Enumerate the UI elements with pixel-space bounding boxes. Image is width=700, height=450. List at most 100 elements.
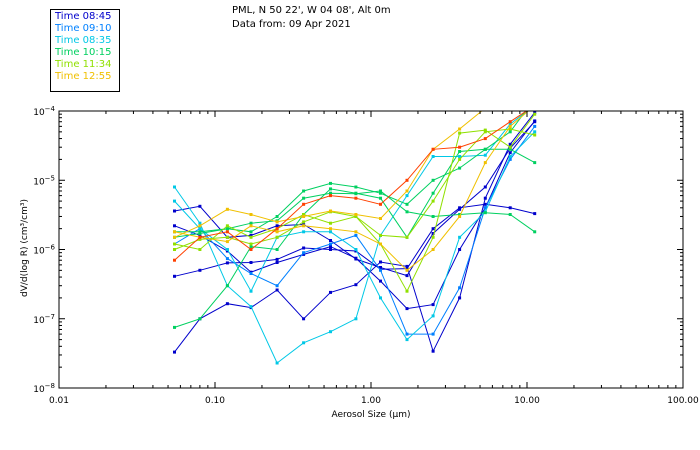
data-point <box>431 215 435 218</box>
y-tick-label: 10−7 <box>33 313 55 326</box>
data-point <box>405 178 409 182</box>
data-point <box>431 147 435 151</box>
data-point <box>379 296 382 300</box>
data-point <box>483 147 487 151</box>
data-point <box>354 283 358 287</box>
data-point <box>533 97 536 100</box>
data-point <box>405 274 409 278</box>
data-point <box>431 178 435 182</box>
data-point <box>275 230 279 234</box>
data-point <box>275 288 279 292</box>
legend-entry: Time 11:34 <box>55 59 112 70</box>
data-point <box>275 361 279 365</box>
data-point <box>173 199 176 203</box>
data-point <box>225 248 229 251</box>
data-point <box>431 248 435 251</box>
data-point <box>302 317 306 321</box>
data-point <box>329 248 332 251</box>
data-point <box>431 332 435 336</box>
data-point <box>379 233 382 237</box>
data-point <box>458 207 462 211</box>
data-point <box>198 233 202 237</box>
data-point <box>508 120 512 124</box>
data-point <box>198 221 202 225</box>
data-point <box>533 97 536 100</box>
data-point <box>302 251 306 255</box>
y-axis-label: dV/d(log R) (cm³/cm³) <box>20 199 30 297</box>
data-point <box>329 239 332 242</box>
data-point <box>302 224 306 228</box>
data-point <box>458 127 462 131</box>
data-point <box>329 194 332 198</box>
data-point <box>173 235 176 239</box>
data-point <box>302 215 306 218</box>
data-point <box>405 264 409 268</box>
y-tick-label: 10−4 <box>33 105 55 118</box>
data-point <box>275 257 279 261</box>
data-point <box>329 290 332 294</box>
x-tick-label: 0.01 <box>49 396 69 406</box>
data-point <box>173 230 176 234</box>
data-point <box>354 233 358 237</box>
data-point <box>329 209 332 213</box>
data-point <box>275 284 279 288</box>
data-point <box>508 155 512 158</box>
data-point <box>354 256 358 260</box>
data-point <box>302 196 306 200</box>
data-point <box>458 215 462 218</box>
chart-title: PML, N 50 22', W 04 08', Alt 0m <box>232 5 391 16</box>
data-point <box>225 284 229 288</box>
x-tick-label: 10.00 <box>514 396 540 406</box>
data-point <box>329 227 332 231</box>
data-point <box>431 155 435 158</box>
y-tick-label: 10−5 <box>33 174 55 187</box>
data-point <box>225 230 229 234</box>
data-point <box>508 127 512 131</box>
data-point <box>198 230 202 234</box>
data-point <box>198 232 202 235</box>
y-tick-label: 10−6 <box>33 244 55 257</box>
x-axis-label: Aerosol Size (µm) <box>332 410 411 420</box>
data-point <box>354 213 358 216</box>
data-point <box>431 314 435 318</box>
legend-entry: Time 09:10 <box>55 23 112 34</box>
data-point <box>533 104 536 107</box>
data-point <box>458 145 462 149</box>
data-point <box>329 187 332 191</box>
plot-area <box>173 97 537 365</box>
data-point <box>508 151 512 155</box>
data-point <box>249 261 253 264</box>
data-point <box>379 266 382 269</box>
data-point <box>275 224 279 228</box>
data-point <box>508 122 512 126</box>
data-point <box>533 124 537 128</box>
data-point <box>405 332 409 336</box>
data-point <box>431 349 435 353</box>
x-tick-label: 0.10 <box>205 396 225 406</box>
data-point <box>198 235 202 239</box>
data-point <box>302 213 306 216</box>
data-point <box>508 206 512 210</box>
data-point <box>484 107 487 110</box>
data-point <box>329 242 332 246</box>
data-point <box>275 227 279 231</box>
legend-entry: Time 12:55 <box>55 71 112 82</box>
data-point <box>405 189 409 193</box>
data-point <box>379 279 382 283</box>
data-point <box>483 185 487 189</box>
data-point <box>379 191 382 195</box>
data-point <box>533 133 537 137</box>
data-point <box>533 161 537 165</box>
data-point <box>354 248 358 251</box>
data-point <box>198 224 202 228</box>
data-point <box>405 289 409 293</box>
data-point <box>173 224 176 228</box>
data-point <box>405 307 409 311</box>
y-tick-label: 10−8 <box>33 382 55 395</box>
chart-subtitle: Data from: 09 Apr 2021 <box>232 19 351 30</box>
data-point <box>483 196 487 200</box>
data-point <box>225 207 229 211</box>
data-point <box>173 350 176 354</box>
data-point <box>329 230 332 234</box>
data-point <box>533 230 537 234</box>
